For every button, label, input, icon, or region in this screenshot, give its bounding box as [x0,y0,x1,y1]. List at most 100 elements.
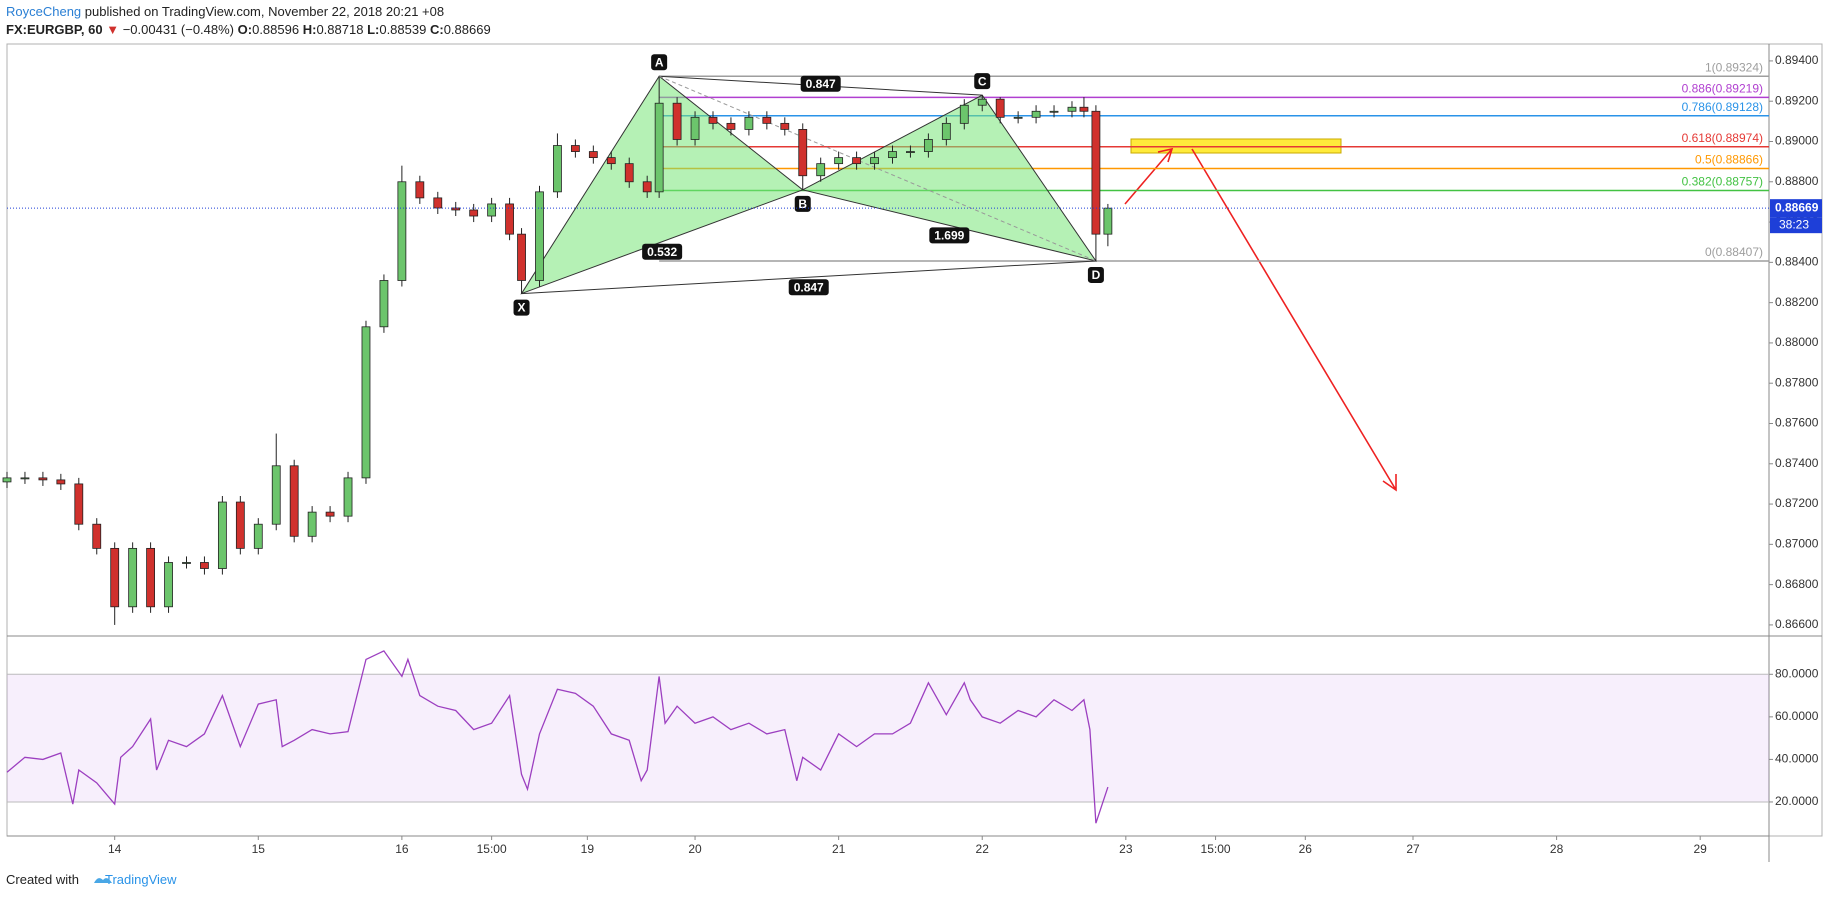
candle-body [870,157,879,165]
y-tick-label: 0.87600 [1775,416,1819,430]
candle-body [182,562,191,564]
ratio-label: 0.847 [806,77,836,91]
y-tick-label: 0.88800 [1775,174,1819,188]
y-tick-label: 0.87800 [1775,375,1819,389]
header: RoyceCheng published on TradingView.com,… [6,3,491,39]
candle-body [888,151,897,159]
down-arrow: ▼ [106,22,120,37]
candle-body [535,191,544,281]
logo [94,878,112,883]
y-tick-label: 0.88000 [1775,335,1819,349]
ohlc-value: 0.88718 [316,22,364,37]
y-tick-label: 20.0000 [1775,794,1819,808]
countdown-box [1770,217,1822,234]
candle-body [852,157,861,165]
pattern-triangle [801,94,1098,262]
candle-body [606,157,616,165]
ratio-box [642,243,683,260]
symbol: FX:EURGBP, 60 [6,22,103,37]
candle-body [92,523,102,549]
ratio-label: 0.847 [794,280,824,294]
ohlc-value: 0.88596 [252,22,300,37]
y-tick-label: 0.86600 [1775,617,1819,631]
candle-body [289,465,299,537]
candle-body [38,477,48,481]
brand[interactable]: TradingView [104,872,177,887]
y-tick-label: 0.86800 [1775,577,1819,591]
y-tick-label: 0.88200 [1775,295,1819,309]
candle-body [588,151,598,159]
x-tick-label: 14 [108,842,122,856]
x-tick-label: 22 [976,842,990,856]
candle-body [672,102,682,140]
rsi-line [6,650,1109,824]
y-tick-label: 0.89400 [1775,53,1819,67]
candle-body [762,116,772,124]
x-tick-label: 20 [688,842,702,856]
pattern-dashed [658,75,1097,262]
x-tick-label: 26 [1299,842,1313,856]
candle-body [235,501,245,549]
pattern-line [521,260,1096,295]
candle-body [923,139,933,152]
y-tick-label: 40.0000 [1775,752,1819,766]
ratio-box [929,227,970,244]
candle-body [271,465,281,525]
last-price-box [1770,199,1822,218]
candle-body [834,157,844,165]
fib-label: 0.618(0.88974) [1682,131,1763,145]
point-label: X [518,301,526,315]
candle-body [200,562,209,569]
author[interactable]: RoyceCheng [6,4,82,19]
x-tick-label: 23 [1119,842,1133,856]
ohlc-label: H: [302,22,317,37]
candle-body [253,523,263,549]
published: published on TradingView.com, November 2… [84,4,445,19]
candle-body [1067,106,1077,112]
y-tick-label: 0.87000 [1775,537,1819,551]
x-tick-label: 15:00 [477,842,507,856]
x-tick-label: 21 [832,842,846,856]
countdown: 38:23 [1779,217,1809,231]
candle-body [397,181,407,281]
point-box [1087,266,1104,283]
candle-body [977,98,987,106]
candle-body [361,326,371,479]
candle-body [959,104,969,124]
candle-body [1031,110,1041,118]
projection-arrows [1124,147,1397,492]
ratio-label: 1.699 [934,229,964,243]
x-tick-label: 15 [252,842,266,856]
candle-body [744,116,754,130]
ohlc-label: C: [429,22,444,37]
x-tick-label: 28 [1550,842,1564,856]
fib-label: 0.886(0.89219) [1682,82,1763,96]
fib-label: 0.5(0.88866) [1695,153,1763,167]
header-line: RoyceCheng published on TradingView.com,… [6,3,491,21]
candle-body [307,511,317,537]
ratio-box [788,279,829,296]
x-tick-label: 16 [395,842,409,856]
header-line: FX:EURGBP, 60 ▼ −0.00431 (−0.48%) O:0.88… [6,21,491,39]
chart: 0.86600 0.86800 0.87000 0.87200 0.87400 0.876… [2,43,1823,862]
candle-body [570,145,580,152]
ohlc-value: 0.88669 [443,22,491,37]
candle-body [642,181,652,193]
point-label: D [1092,268,1101,282]
candle-body [74,483,84,525]
ohlc-label: O: [237,22,253,37]
arrow-down [1191,148,1397,492]
y-tick-label: 0.88400 [1775,255,1819,269]
point-box [794,195,811,212]
candle-body [624,163,634,183]
candle-body [451,207,461,211]
footer-text: Created with [6,872,79,887]
arrow-up [1124,147,1174,205]
fib-label: 0(0.88407) [1705,245,1763,259]
candle-body [505,203,514,235]
change: −0.00431 (−0.48%) [122,22,235,37]
point-box [974,73,991,90]
candle-body [798,129,808,177]
ratio-label: 0.532 [647,245,677,259]
